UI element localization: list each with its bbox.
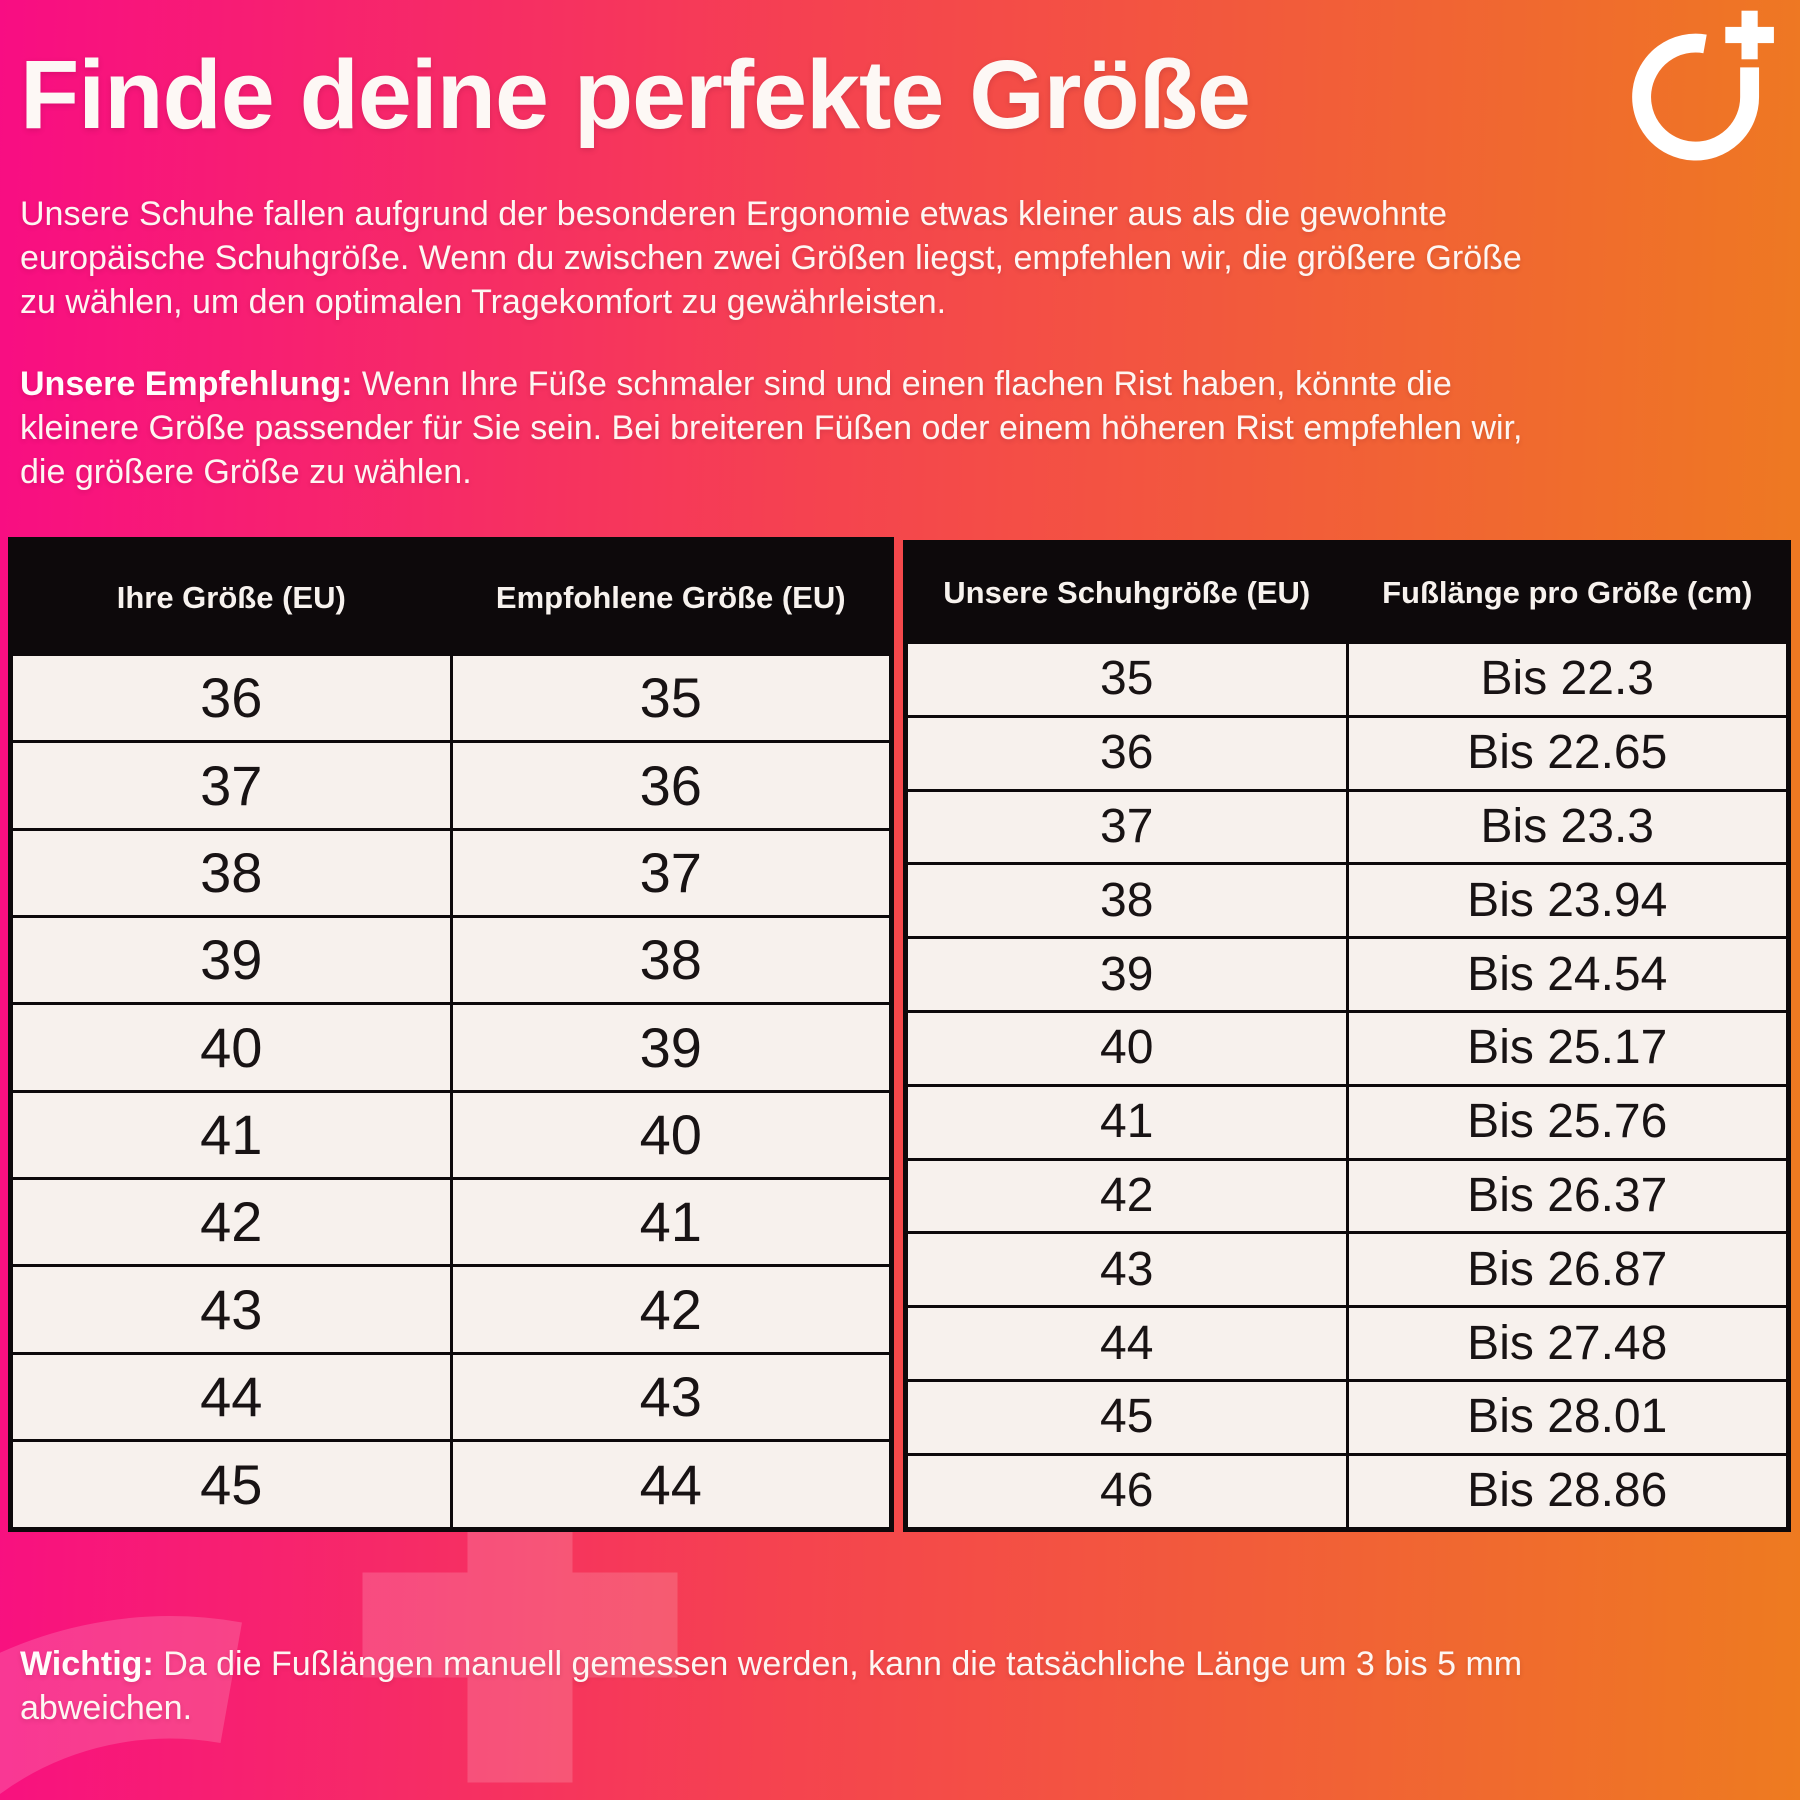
table-row: 41 Bis 25.76 bbox=[904, 1083, 1790, 1161]
table-cell: 40 bbox=[904, 1009, 1349, 1087]
table-cell: Bis 28.86 bbox=[1345, 1452, 1790, 1532]
recommendation-paragraph: Unsere Empfehlung: Wenn Ihre Füße schmal… bbox=[20, 362, 1530, 495]
table-cell: 44 bbox=[449, 1439, 893, 1531]
table-row: 43 Bis 26.87 bbox=[904, 1231, 1790, 1309]
table-cell: Bis 27.48 bbox=[1345, 1305, 1790, 1382]
table-cell: 40 bbox=[9, 1002, 453, 1093]
table-cell: Bis 22.65 bbox=[1345, 714, 1790, 792]
table-cell: 41 bbox=[449, 1177, 893, 1268]
table-cell: 39 bbox=[9, 915, 453, 1006]
table-cell: 46 bbox=[904, 1452, 1349, 1532]
table-cell: 43 bbox=[449, 1351, 893, 1443]
table-cell: Bis 25.17 bbox=[1345, 1009, 1790, 1087]
table-cell: 45 bbox=[9, 1439, 453, 1531]
table-cell: 41 bbox=[904, 1083, 1349, 1161]
foot-length-table: Unsere Schuhgröße (EU) Fußlänge pro Größ… bbox=[903, 540, 1791, 1532]
recommendation-text: Wenn Ihre Füße schmaler sind und einen f… bbox=[20, 365, 1523, 492]
table-cell: Bis 25.76 bbox=[1345, 1083, 1790, 1161]
table-cell: 44 bbox=[9, 1351, 453, 1443]
table-cell: 42 bbox=[9, 1177, 453, 1268]
size-conversion-table: Ihre Größe (EU) Empfohlene Größe (EU) 36… bbox=[8, 537, 894, 1532]
table-cell: 37 bbox=[904, 788, 1349, 866]
table-cell: 37 bbox=[9, 740, 453, 831]
table-row: 42 41 bbox=[9, 1177, 893, 1268]
page-title: Finde deine perfekte Größe bbox=[20, 40, 1251, 149]
table-row: 43 42 bbox=[9, 1264, 893, 1355]
table-cell: 39 bbox=[904, 936, 1349, 1013]
table-cell: Bis 23.3 bbox=[1345, 788, 1790, 866]
table-cell: Bis 24.54 bbox=[1345, 936, 1790, 1013]
intro-paragraph: Unsere Schuhe fallen aufgrund der besond… bbox=[20, 195, 1522, 322]
table-row: 39 38 bbox=[9, 915, 893, 1006]
table-cell: 36 bbox=[904, 714, 1349, 792]
table-row: 37 36 bbox=[9, 740, 893, 831]
footer-note-text: Da die Fußlängen manuell gemessen werden… bbox=[20, 1645, 1523, 1728]
table-row: 46 Bis 28.86 bbox=[904, 1452, 1790, 1532]
table-cell: Bis 22.3 bbox=[1345, 641, 1790, 718]
table-cell: 41 bbox=[9, 1089, 453, 1181]
table-cell: 38 bbox=[9, 827, 453, 919]
table-row: 38 37 bbox=[9, 827, 893, 919]
table-header-row: Unsere Schuhgröße (EU) Fußlänge pro Größ… bbox=[904, 541, 1790, 644]
table-cell: 44 bbox=[904, 1305, 1349, 1382]
footer-note-label: Wichtig: bbox=[20, 1645, 154, 1683]
table-row: 42 Bis 26.37 bbox=[904, 1157, 1790, 1235]
table-cell: Bis 23.94 bbox=[1345, 862, 1790, 940]
table-cell: 37 bbox=[449, 827, 893, 919]
table-cell: 42 bbox=[904, 1157, 1349, 1235]
column-header-your-size: Ihre Größe (EU) bbox=[9, 538, 453, 656]
table-cell: 40 bbox=[449, 1089, 893, 1181]
table-row: 45 44 bbox=[9, 1439, 893, 1531]
table-row: 45 Bis 28.01 bbox=[904, 1378, 1790, 1456]
table-cell: 42 bbox=[449, 1264, 893, 1355]
table-cell: 38 bbox=[449, 915, 893, 1006]
column-header-recommended-size: Empfohlene Größe (EU) bbox=[449, 538, 893, 656]
table-cell: 43 bbox=[9, 1264, 453, 1355]
recommendation-label: Unsere Empfehlung: bbox=[20, 365, 353, 403]
table-cell: 45 bbox=[904, 1378, 1349, 1456]
table-cell: 35 bbox=[449, 652, 893, 744]
table-cell: 36 bbox=[9, 652, 453, 744]
table-row: 36 35 bbox=[9, 652, 893, 744]
table-cell: Bis 26.87 bbox=[1345, 1231, 1790, 1309]
table-row: 35 Bis 22.3 bbox=[904, 641, 1790, 718]
table-row: 41 40 bbox=[9, 1089, 893, 1181]
table-cell: 43 bbox=[904, 1231, 1349, 1309]
table-row: 39 Bis 24.54 bbox=[904, 936, 1790, 1013]
table-cell: Bis 26.37 bbox=[1345, 1157, 1790, 1235]
table-cell: 39 bbox=[449, 1002, 893, 1093]
footer-note: Wichtig: Da die Fußlängen manuell gemess… bbox=[20, 1642, 1620, 1730]
table-row: 44 Bis 27.48 bbox=[904, 1305, 1790, 1382]
table-row: 37 Bis 23.3 bbox=[904, 788, 1790, 866]
brand-logo-icon bbox=[1632, 10, 1774, 161]
table-row: 36 Bis 22.65 bbox=[904, 714, 1790, 792]
table-cell: 35 bbox=[904, 641, 1349, 718]
table-cell: 38 bbox=[904, 862, 1349, 940]
column-header-our-shoe-size: Unsere Schuhgröße (EU) bbox=[904, 541, 1349, 644]
table-header-row: Ihre Größe (EU) Empfohlene Größe (EU) bbox=[9, 538, 893, 656]
table-row: 44 43 bbox=[9, 1351, 893, 1443]
table-row: 40 Bis 25.17 bbox=[904, 1009, 1790, 1087]
table-row: 38 Bis 23.94 bbox=[904, 862, 1790, 940]
table-row: 40 39 bbox=[9, 1002, 893, 1093]
table-cell: 36 bbox=[449, 740, 893, 831]
table-cell: Bis 28.01 bbox=[1345, 1378, 1790, 1456]
column-header-foot-length: Fußlänge pro Größe (cm) bbox=[1345, 541, 1790, 644]
